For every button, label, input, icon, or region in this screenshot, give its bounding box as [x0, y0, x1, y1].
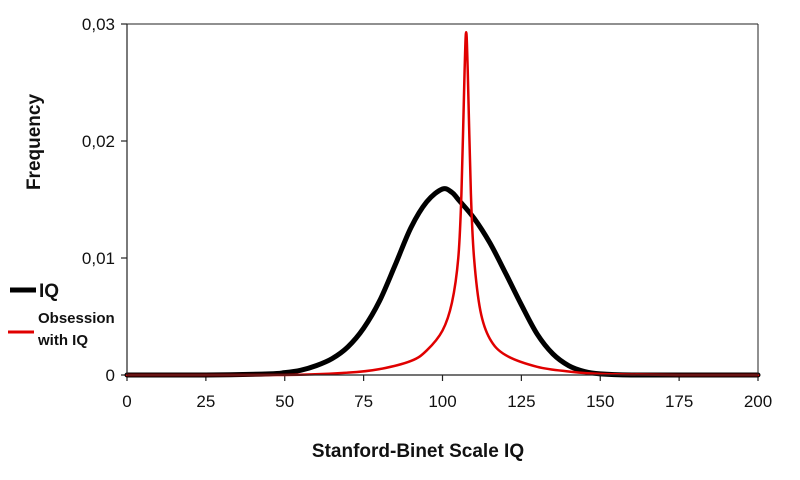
y-axis-ticks: 0 0,01 0,02 0,03 — [82, 15, 127, 385]
x-tick-label: 175 — [665, 392, 693, 411]
legend: IQ Obsession with IQ — [8, 281, 115, 349]
x-tick-label: 125 — [507, 392, 535, 411]
series-layer — [124, 30, 761, 378]
y-axis-title: Frequency — [24, 94, 45, 191]
x-axis-title: Stanford-Binet Scale IQ — [312, 441, 524, 462]
x-tick-label: 200 — [744, 392, 772, 411]
x-tick-label: 0 — [122, 392, 131, 411]
x-tick-label: 50 — [275, 392, 294, 411]
x-tick-label: 150 — [586, 392, 614, 411]
y-tick-label: 0,02 — [82, 132, 115, 151]
series-line-iq — [124, 186, 761, 378]
legend-iq-label: IQ — [39, 281, 59, 302]
legend-obsession-label-line1: Obsession — [38, 310, 115, 327]
x-axis-ticks: 0 25 50 75 100 125 150 175 200 — [122, 375, 772, 411]
x-tick-label: 25 — [196, 392, 215, 411]
y-tick-label: 0,01 — [82, 249, 115, 268]
x-tick-label: 100 — [428, 392, 456, 411]
series-line-obsession — [125, 30, 760, 377]
y-tick-label: 0,03 — [82, 15, 115, 34]
x-tick-label: 75 — [354, 392, 373, 411]
legend-obsession-label-line2: with IQ — [37, 332, 88, 349]
y-tick-label: 0 — [106, 366, 115, 385]
